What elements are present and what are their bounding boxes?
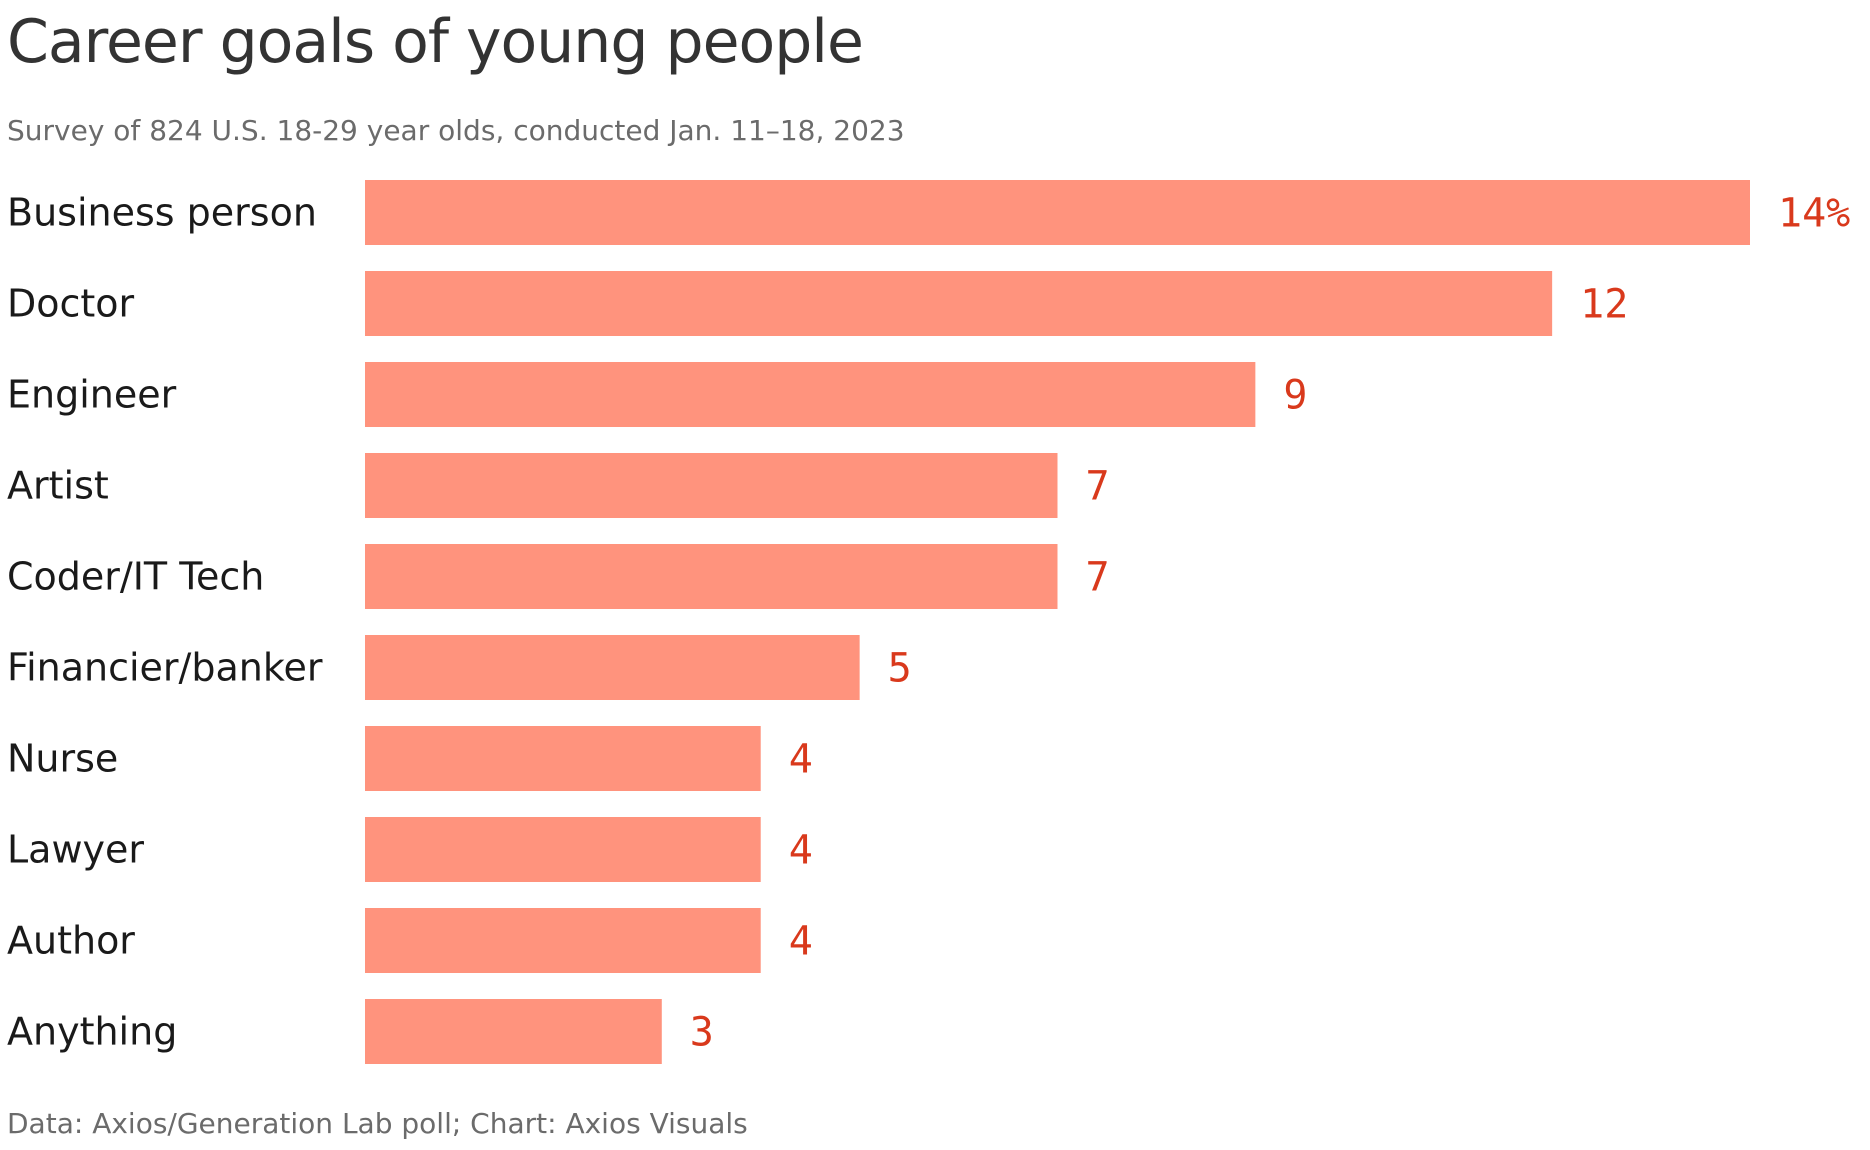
category-label-financier-banker: Financier/banker — [7, 646, 323, 690]
value-label-financier-banker: 5 — [888, 646, 912, 692]
category-label-lawyer: Lawyer — [7, 828, 144, 872]
bars-group: Business person 14% Doctor 12 Engineer 9 Artis… — [7, 180, 1850, 1064]
category-label-doctor: Doctor — [7, 282, 135, 326]
bar-artist — [365, 453, 1058, 518]
bar-engineer — [365, 362, 1256, 427]
bar-author — [365, 908, 761, 973]
bar-nurse — [365, 726, 761, 791]
bar-lawyer — [365, 817, 761, 882]
category-label-author: Author — [7, 919, 135, 963]
value-label-coder-it-tech: 7 — [1086, 555, 1110, 601]
category-label-nurse: Nurse — [7, 737, 118, 781]
bar-financier-banker — [365, 635, 860, 700]
chart-subtitle: Survey of 824 U.S. 18-29 year olds, cond… — [7, 114, 905, 147]
category-label-anything: Anything — [7, 1010, 177, 1054]
value-label-business-person: 14% — [1778, 191, 1850, 237]
category-label-coder-it-tech: Coder/IT Tech — [7, 555, 264, 599]
bar-business-person — [365, 180, 1750, 245]
chart-title: Career goals of young people — [7, 7, 863, 77]
value-label-nurse: 4 — [789, 737, 813, 783]
bar-coder-it-tech — [365, 544, 1058, 609]
value-label-anything: 3 — [690, 1010, 714, 1056]
value-label-engineer: 9 — [1283, 373, 1307, 419]
value-label-author: 4 — [789, 919, 813, 965]
bar-anything — [365, 999, 662, 1064]
category-label-engineer: Engineer — [7, 373, 177, 417]
value-label-doctor: 12 — [1580, 282, 1628, 328]
value-label-artist: 7 — [1086, 464, 1110, 510]
category-label-business-person: Business person — [7, 191, 317, 235]
category-label-artist: Artist — [7, 464, 109, 508]
bar-doctor — [365, 271, 1553, 336]
value-label-lawyer: 4 — [789, 828, 813, 874]
chart-source: Data: Axios/Generation Lab poll; Chart: … — [7, 1107, 748, 1140]
